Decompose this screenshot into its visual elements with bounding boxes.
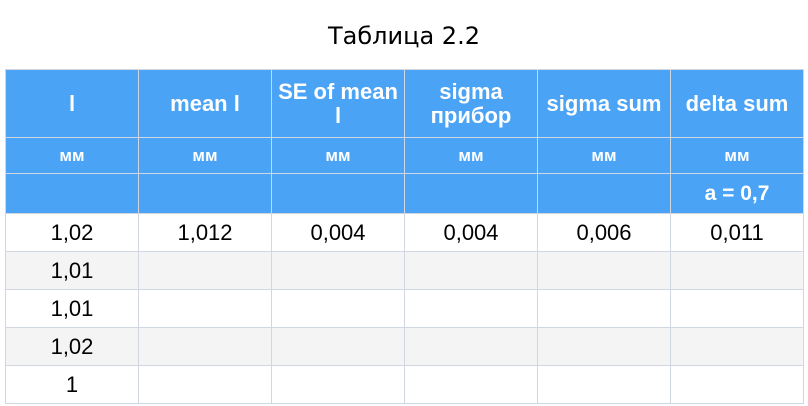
table-cell xyxy=(271,251,405,290)
unit-cell: мм xyxy=(5,137,139,174)
unit-cell: мм xyxy=(271,137,405,174)
table-row: 1,02 xyxy=(5,327,804,366)
table-cell: 0,006 xyxy=(537,213,671,252)
table-cell: 0,004 xyxy=(271,213,405,252)
table-cell: 1,02 xyxy=(5,327,139,366)
column-header-mean-l: mean l xyxy=(138,69,272,138)
header-row-names: l mean l SE of mean l sigma прибор sigma… xyxy=(5,69,804,138)
table-cell xyxy=(670,327,804,366)
table-cell xyxy=(404,289,538,328)
note-cell xyxy=(271,173,405,214)
table-cell xyxy=(271,289,405,328)
table-row: 1,02 1,012 0,004 0,004 0,006 0,011 xyxy=(5,213,804,252)
note-cell xyxy=(138,173,272,214)
note-cell xyxy=(537,173,671,214)
column-header-sigma-sum: sigma sum xyxy=(537,69,671,138)
table-cell xyxy=(271,365,405,404)
column-header-sigma-pribor: sigma прибор xyxy=(404,69,538,138)
note-cell xyxy=(404,173,538,214)
table-row: 1 xyxy=(5,365,804,404)
table-cell: 1 xyxy=(5,365,139,404)
table-cell xyxy=(271,327,405,366)
table-cell xyxy=(537,365,671,404)
table-cell: 1,01 xyxy=(5,251,139,290)
table-row: 1,01 xyxy=(5,251,804,290)
table-cell xyxy=(138,251,272,290)
table-cell xyxy=(138,327,272,366)
table-cell: 1,02 xyxy=(5,213,139,252)
table-cell xyxy=(138,365,272,404)
note-cell xyxy=(5,173,139,214)
table-cell xyxy=(138,289,272,328)
unit-cell: мм xyxy=(404,137,538,174)
table-cell xyxy=(404,251,538,290)
header-row-notes: a = 0,7 xyxy=(5,173,804,214)
table-cell xyxy=(670,289,804,328)
table-cell xyxy=(537,289,671,328)
table-row: 1,01 xyxy=(5,289,804,328)
header-row-units: мм мм мм мм мм мм xyxy=(5,137,804,174)
table-cell: 0,004 xyxy=(404,213,538,252)
table-caption: Таблица 2.2 xyxy=(328,22,480,50)
column-header-se-of-mean-l: SE of mean l xyxy=(271,69,405,138)
table-cell xyxy=(670,251,804,290)
table-cell xyxy=(404,327,538,366)
column-header-delta-sum: delta sum xyxy=(670,69,804,138)
table-cell: 0,011 xyxy=(670,213,804,252)
unit-cell: мм xyxy=(138,137,272,174)
table-cell xyxy=(537,327,671,366)
unit-cell: мм xyxy=(537,137,671,174)
note-cell-coefficient: a = 0,7 xyxy=(670,173,804,214)
table-cell xyxy=(670,365,804,404)
table-cell: 1,012 xyxy=(138,213,272,252)
table-cell xyxy=(404,365,538,404)
table-cell xyxy=(537,251,671,290)
unit-cell: мм xyxy=(670,137,804,174)
table-cell: 1,01 xyxy=(5,289,139,328)
column-header-l: l xyxy=(5,69,139,138)
data-table: l mean l SE of mean l sigma прибор sigma… xyxy=(5,69,804,404)
